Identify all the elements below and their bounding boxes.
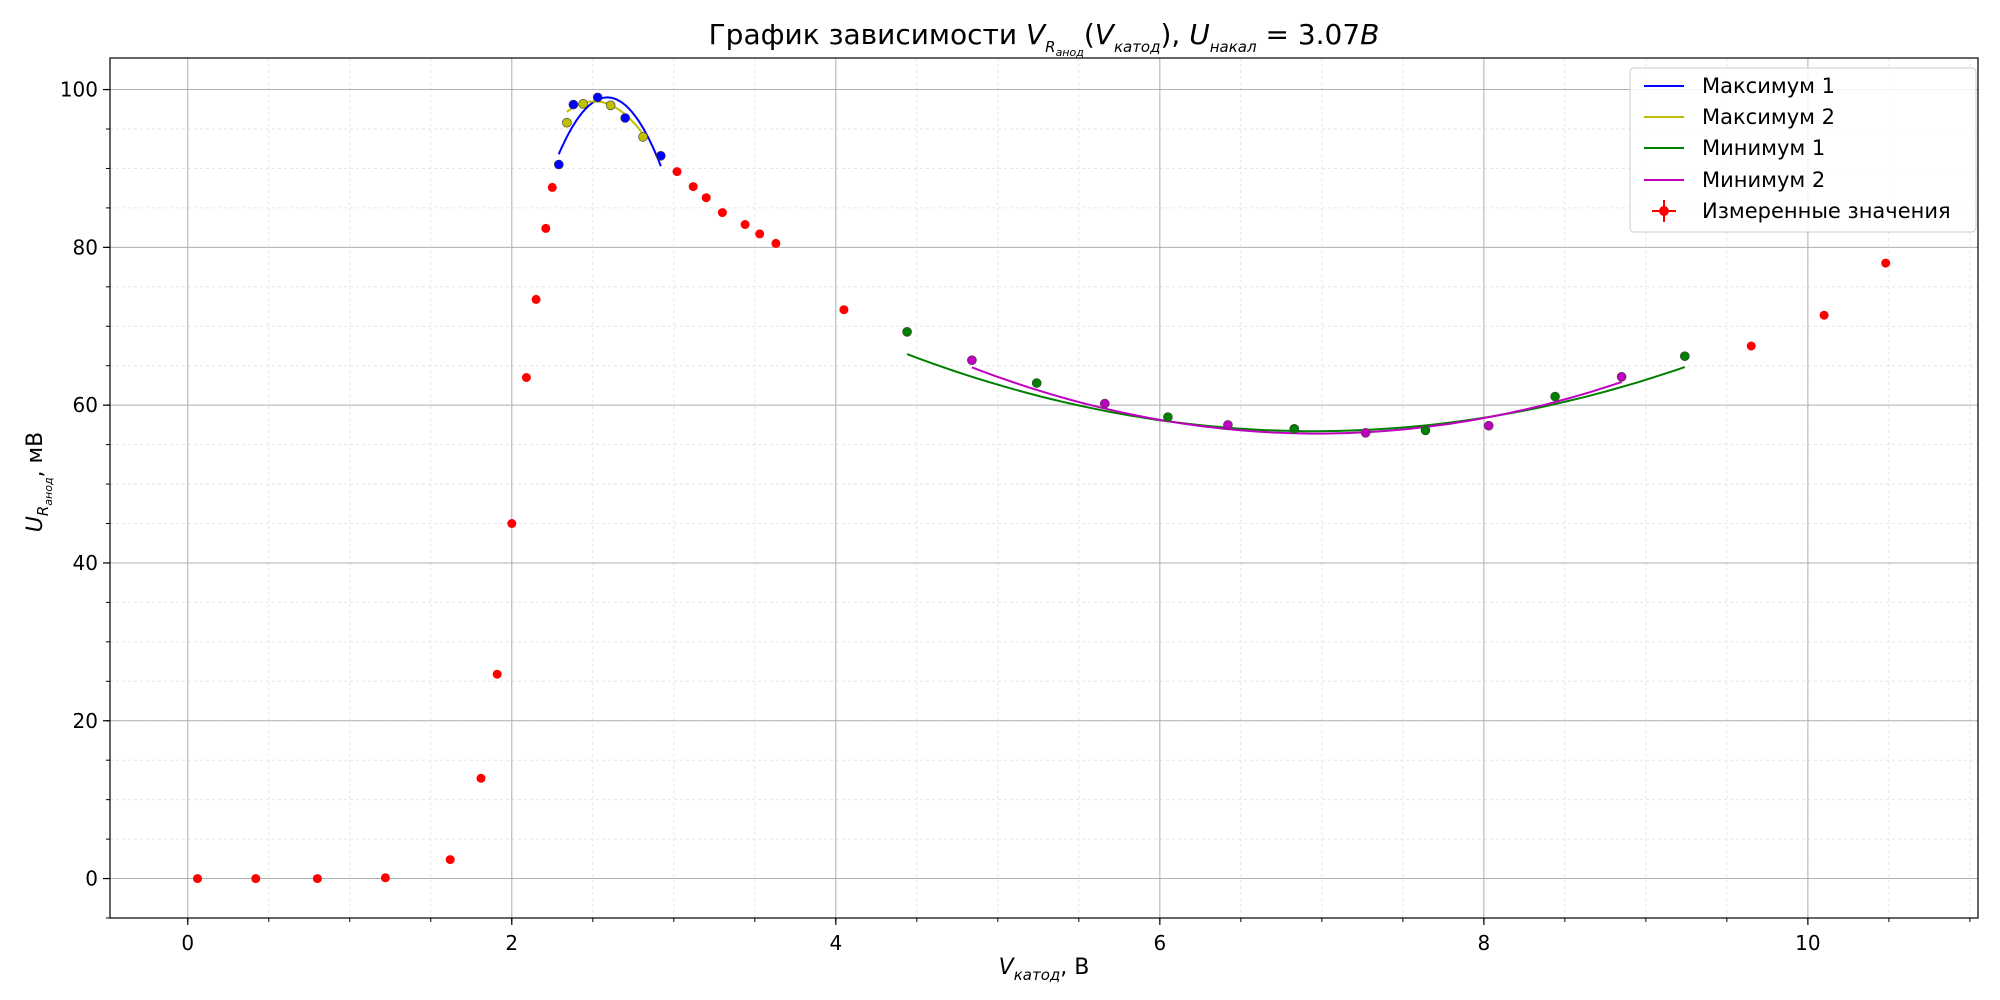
y-tick-label: 0 [85,867,98,891]
measured-point [701,193,711,203]
x-tick-label: 6 [1153,931,1166,955]
fit-curve-4 [971,366,1622,435]
series-point-4 [1616,371,1627,382]
measured-point [541,223,551,233]
chart-title: График зависимости VRанод(Vкатод), Uнака… [709,18,1380,59]
x-axis-label: Vкатод, В [999,955,1090,984]
legend-label-min2: Минимум 2 [1702,168,1825,192]
series-point-1 [592,92,603,103]
measured-point [672,167,682,177]
legend-swatch-measured [1652,200,1676,222]
series-point-1 [620,113,631,123]
measured-point [740,220,750,229]
series-point-3 [1289,423,1300,434]
series-point-3 [902,326,912,337]
data-points [193,92,1891,884]
y-tick-label: 80 [73,235,98,259]
measured-point [1746,341,1756,351]
y-tick-label: 60 [73,393,98,417]
measured-point [380,873,390,883]
legend-box [1629,67,1977,233]
measured-point [193,874,202,884]
series-point-3 [1550,391,1560,402]
measured-point [507,519,517,528]
legend: Максимум 1 Максимум 2 Минимум 1 Минимум … [1629,67,1977,233]
measured-point [839,305,849,315]
measured-point [312,874,322,884]
series-point-1 [568,99,579,110]
y-tick-label: 100 [60,78,98,102]
y-axis-label: URанод, мВ [23,432,55,533]
series-point-4 [1483,420,1494,431]
major-grid [110,58,1978,918]
series-point-2 [578,99,588,109]
fit-curves [557,96,1686,435]
measured-point [771,238,781,248]
series-point-3 [1680,351,1690,362]
legend-label-max1: Максимум 1 [1702,74,1835,98]
x-tick-label: 4 [829,931,842,955]
series-point-3 [1163,412,1173,422]
fit-curve-1 [557,96,662,167]
legend-label-min1: Минимум 1 [1702,136,1825,160]
measured-point [476,773,486,783]
series-point-3 [1031,378,1042,388]
series-point-2 [638,132,648,142]
legend-label-max2: Максимум 2 [1702,105,1835,129]
series-point-2 [605,100,616,111]
series-point-3 [1420,425,1431,436]
measured-point [1819,310,1829,320]
series-point-1 [553,159,564,170]
measured-point [492,669,502,679]
axis-ticks [103,88,1971,925]
y-tick-label: 20 [73,709,98,733]
measured-point [531,294,541,304]
measured-point [755,229,765,239]
measured-point [445,855,455,865]
plot-frame [109,57,1979,919]
series-point-4 [967,355,977,366]
x-tick-label: 8 [1477,931,1490,955]
series-point-4 [1360,427,1371,438]
measured-point [1881,258,1891,268]
measured-point [521,373,531,382]
measured-point [547,182,557,192]
series-point-4 [1100,398,1110,409]
x-tick-label: 2 [505,931,518,955]
measured-point [251,874,261,884]
series-point-1 [655,151,666,161]
x-tick-label: 10 [1795,931,1820,955]
measured-point [717,208,727,218]
series-point-4 [1223,420,1233,430]
y-tick-label: 40 [73,551,98,575]
series-point-2 [562,117,572,128]
measured-point [688,182,698,192]
x-tick-label: 0 [181,931,194,955]
legend-label-measured: Измеренные значения [1702,199,1951,223]
